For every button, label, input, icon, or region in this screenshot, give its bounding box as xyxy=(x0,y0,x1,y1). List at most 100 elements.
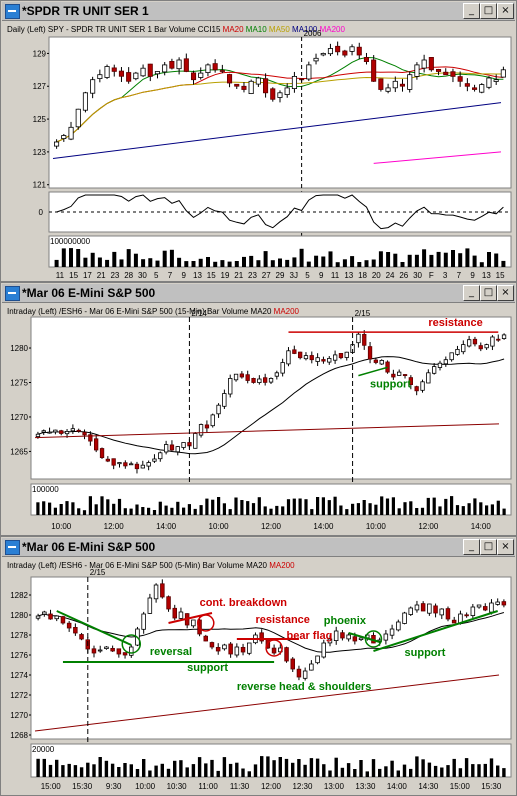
close-button[interactable]: × xyxy=(497,539,514,555)
candle-body xyxy=(297,351,303,359)
volume-bar xyxy=(420,507,425,515)
candle-body xyxy=(321,642,326,658)
x-tick-label: 14:00 xyxy=(313,522,334,531)
volume-bar xyxy=(314,255,319,267)
y-tick-label: 1282 xyxy=(10,591,28,600)
volume-bar xyxy=(321,497,325,515)
x-tick-label: 11:30 xyxy=(230,782,250,791)
volume-bar xyxy=(142,759,146,777)
candle-body xyxy=(191,619,196,627)
candle-body xyxy=(104,66,110,78)
candle-body xyxy=(309,663,314,671)
volume-bar xyxy=(315,758,320,777)
trend-line xyxy=(56,610,132,646)
candle-body xyxy=(183,58,189,72)
candle-body xyxy=(450,71,456,77)
x-tick-label: 15:30 xyxy=(481,782,502,791)
x-tick-label: 3 xyxy=(443,271,448,280)
volume-bar xyxy=(256,260,261,267)
chart-window-icon xyxy=(5,4,20,19)
title-bar[interactable]: *Mar 06 E-Mini S&P 500 _ □ × xyxy=(2,538,515,557)
volume-bar xyxy=(123,763,127,777)
candle-body xyxy=(496,338,501,341)
volume-bar xyxy=(340,767,345,777)
volume-bar xyxy=(155,260,160,267)
volume-bar xyxy=(199,505,203,515)
plot-area xyxy=(30,316,512,480)
close-button[interactable]: × xyxy=(497,285,514,301)
candle-body xyxy=(166,596,171,610)
volume-bar xyxy=(197,757,202,777)
x-tick-label: 10:30 xyxy=(167,782,188,791)
volume-bar xyxy=(88,496,92,515)
volume-panel xyxy=(30,743,512,778)
candle-body xyxy=(147,63,153,77)
volume-bar xyxy=(502,508,506,515)
candle-body xyxy=(99,448,105,459)
session-marker: 2/15 xyxy=(355,309,371,318)
candle-body xyxy=(455,349,460,355)
candle-body xyxy=(193,433,198,449)
volume-bar xyxy=(359,760,363,777)
volume-bar xyxy=(298,498,302,515)
candle-body xyxy=(251,378,256,383)
candle-body xyxy=(327,638,333,644)
candle-body xyxy=(68,126,74,140)
candle-body xyxy=(396,371,402,376)
x-tick-label: 13:00 xyxy=(324,782,345,791)
candle-body xyxy=(116,648,122,655)
chart-header: Daily (Left) SPY - SPDR TR UNIT SER 1 Ba… xyxy=(7,25,346,34)
volume-bar xyxy=(427,762,432,777)
volume-bar xyxy=(386,252,391,267)
ma200-line xyxy=(34,423,500,439)
candle-body xyxy=(162,64,168,73)
volume-bar xyxy=(187,504,191,515)
volume-bar xyxy=(48,502,52,515)
candle-body xyxy=(327,358,332,363)
candle-body xyxy=(407,74,413,90)
candle-body xyxy=(160,583,165,598)
close-button[interactable]: × xyxy=(497,3,514,19)
minimize-button[interactable]: _ xyxy=(463,285,480,301)
annotation-label: resistance xyxy=(255,614,309,626)
chart-window-icon xyxy=(5,540,20,555)
volume-bar xyxy=(79,767,84,777)
volume-bar xyxy=(371,259,376,267)
candle-body xyxy=(280,362,285,374)
x-tick-label: 13:30 xyxy=(355,782,376,791)
x-tick-label: 15:00 xyxy=(41,782,62,791)
volume-bar xyxy=(204,763,208,777)
candle-body xyxy=(141,613,146,630)
candle-body xyxy=(35,433,41,437)
minimize-button[interactable]: _ xyxy=(463,539,480,555)
volume-bar xyxy=(222,503,226,515)
title-bar[interactable]: *Mar 06 E-Mini S&P 500 _ □ × xyxy=(2,284,515,303)
candle-body xyxy=(90,79,96,94)
maximize-button[interactable]: □ xyxy=(480,3,497,19)
volume-bar xyxy=(71,502,75,515)
candle-body xyxy=(439,608,444,616)
volume-bar xyxy=(242,256,246,267)
window-title: *Mar 06 E-Mini S&P 500 xyxy=(22,286,156,300)
maximize-button[interactable]: □ xyxy=(480,539,497,555)
y-tick-label: 1280 xyxy=(10,611,28,620)
volume-bar xyxy=(67,763,71,777)
title-bar[interactable]: *SPDR TR UNIT SER 1 _ □ × xyxy=(2,2,515,21)
maximize-button[interactable]: □ xyxy=(480,285,497,301)
x-tick-label: 12:30 xyxy=(292,782,313,791)
candle-body xyxy=(302,670,308,679)
candle-body xyxy=(340,632,345,639)
candle-body xyxy=(344,351,349,358)
candle-body xyxy=(333,630,339,642)
x-tick-label: 10:00 xyxy=(366,522,387,531)
volume-bar xyxy=(436,251,441,267)
candle-body xyxy=(53,429,58,433)
candle-body xyxy=(362,334,367,346)
minimize-button[interactable]: _ xyxy=(463,3,480,19)
candle-body xyxy=(134,463,140,470)
volume-bar xyxy=(485,505,489,515)
volume-bar xyxy=(266,756,270,777)
candle-body xyxy=(158,452,163,460)
candle-body xyxy=(154,71,161,75)
candle-body xyxy=(234,646,240,656)
